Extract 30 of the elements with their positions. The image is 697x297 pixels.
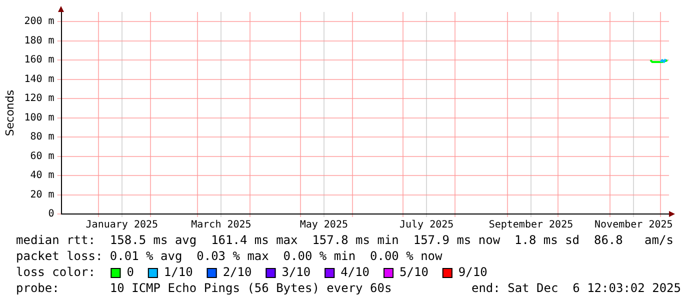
y-tick-label: 160 m bbox=[24, 54, 54, 66]
y-tick-label: 180 m bbox=[24, 35, 54, 46]
x-tick-label: September 2025 bbox=[488, 220, 574, 231]
text: probe: 10 ICMP Echo Pings (56 Bytes) every 60s bbox=[16, 281, 392, 296]
y-axis-title: Seconds bbox=[3, 90, 16, 136]
legend-label: 5/10 bbox=[400, 265, 428, 280]
legend-label: 3/10 bbox=[282, 265, 311, 280]
y-tick-label: 0 bbox=[48, 208, 54, 220]
y-tick-label: 80 m bbox=[30, 132, 54, 143]
x-tick-label: July 2025 bbox=[400, 220, 454, 231]
y-tick-label: 120 m bbox=[24, 93, 54, 104]
legend-label: 2/10 bbox=[222, 265, 252, 280]
y-tick-label: 200 m bbox=[24, 16, 54, 28]
legend-title: loss color: bbox=[16, 265, 96, 280]
x-tick-label: November 2025 bbox=[594, 220, 673, 231]
x-tick-label: January 2025 bbox=[86, 220, 158, 231]
y-tick-label: 100 m bbox=[24, 112, 54, 124]
y-tick-label: 20 m bbox=[30, 189, 54, 200]
legend-label: 4/10 bbox=[340, 265, 370, 280]
text: end: Sat Dec 6 12:03:02 2025 bbox=[471, 281, 681, 296]
y-tick-label: 60 m bbox=[30, 150, 54, 162]
legend-label: 0 bbox=[126, 265, 134, 280]
text: packet loss: 0.01 % avg 0.03 % max 0.00 % min 0.00 % now bbox=[16, 249, 444, 264]
x-tick-label: May 2025 bbox=[300, 220, 348, 231]
legend-label: 9/10 bbox=[458, 265, 488, 280]
y-tick-label: 140 m bbox=[24, 74, 54, 85]
x-tick-label: March 2025 bbox=[191, 220, 252, 231]
legend-label: 1/10 bbox=[164, 265, 193, 280]
text: median rtt: 158.5 ms avg 161.4 ms max 157.8 ms min 157.9 ms now 1.8 ms sd 86.8 am/s bbox=[16, 233, 674, 248]
y-tick-label: 40 m bbox=[30, 170, 54, 182]
